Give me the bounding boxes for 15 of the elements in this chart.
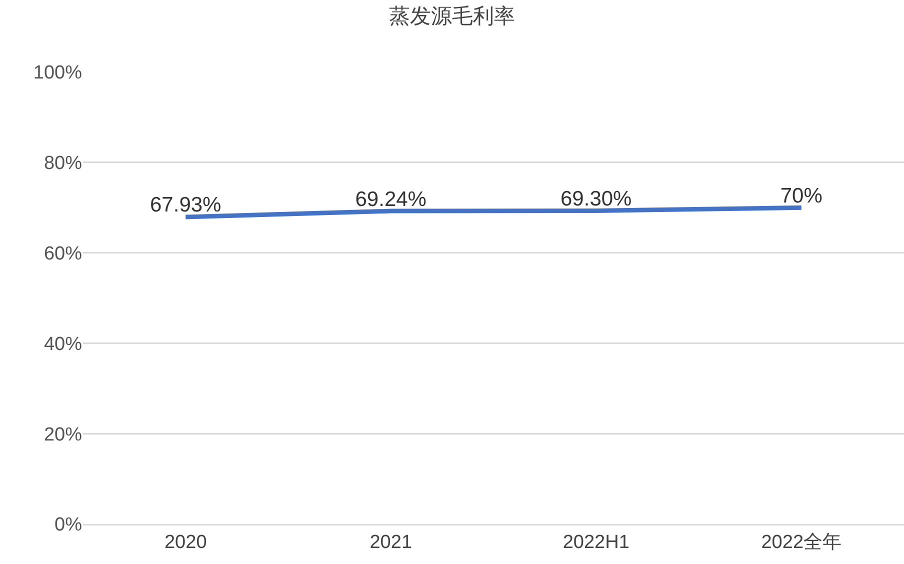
data-label: 70% (780, 184, 822, 208)
y-tick-label: 60% (44, 243, 82, 264)
chart-title: 蒸发源毛利率 (389, 4, 515, 28)
data-label: 67.93% (150, 194, 222, 217)
y-tick-label: 100% (33, 62, 82, 84)
x-tick-label: 2022H1 (562, 532, 630, 554)
data-label: 69.30% (560, 188, 632, 211)
x-tick-label: 2022全年 (761, 532, 842, 554)
y-tick-label: 80% (44, 153, 82, 174)
y-tick-label: 40% (44, 334, 82, 355)
x-tick-label: 2020 (164, 532, 207, 554)
y-tick-label: 20% (44, 424, 82, 446)
y-tick-label: 0% (54, 514, 82, 536)
x-tick-label: 2021 (370, 532, 412, 554)
data-label: 69.24% (355, 188, 426, 211)
